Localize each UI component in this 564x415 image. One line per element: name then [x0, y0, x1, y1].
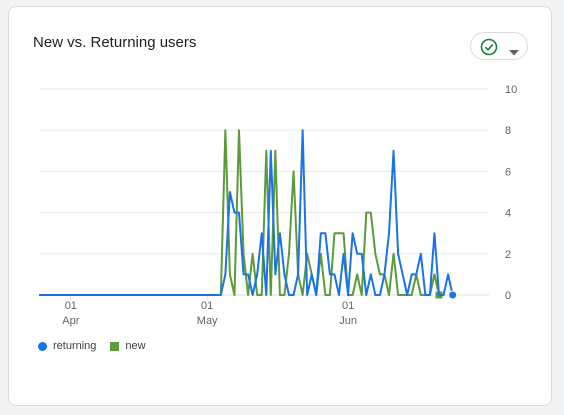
y-tick-label-10: 10	[505, 84, 517, 96]
x-tick-day-0: 01	[65, 300, 77, 312]
line-chart: 01 Apr 01 May 01 Jun 0 2 4 6 8 10	[39, 84, 517, 327]
x-tick-month-0: Apr	[62, 315, 79, 327]
comparison-menu-button[interactable]	[470, 32, 528, 60]
chart-grid	[39, 88, 489, 296]
legend-swatch-new	[110, 341, 120, 351]
chart-card: New vs. Returning users 01 Apr 01 May 01 Jun …	[8, 6, 552, 406]
x-tick-day-2: 01	[342, 300, 354, 312]
legend-label-returning: returning	[53, 340, 97, 352]
x-tick-month-2: Jun	[339, 315, 357, 327]
x-tick-month-1: May	[197, 315, 218, 327]
y-tick-label-8: 8	[505, 125, 511, 137]
series-line-returning	[39, 129, 454, 296]
legend-label-new: new	[125, 340, 146, 352]
series-end-marker-returning[interactable]	[448, 290, 458, 300]
caret-down-icon	[509, 43, 519, 61]
y-tick-label-2: 2	[505, 249, 511, 261]
x-tick-day-1: 01	[201, 300, 213, 312]
legend-item-returning[interactable]: returning	[38, 340, 96, 352]
y-tick-label-6: 6	[505, 166, 511, 178]
y-tick-label-4: 4	[505, 208, 511, 220]
legend-item-new[interactable]: new	[110, 340, 146, 352]
y-axis-labels: 0 2 4 6 8 10	[505, 84, 517, 302]
card-title: New vs. Returning users	[33, 34, 197, 51]
legend-swatch-returning	[38, 341, 47, 351]
chart-legend: returning new	[38, 340, 160, 352]
check-circle-icon	[480, 38, 498, 61]
series-layer	[39, 129, 458, 300]
series-line-new	[39, 129, 440, 296]
x-axis-labels: 01 Apr 01 May 01 Jun	[62, 295, 357, 327]
y-tick-label-0: 0	[505, 290, 511, 302]
